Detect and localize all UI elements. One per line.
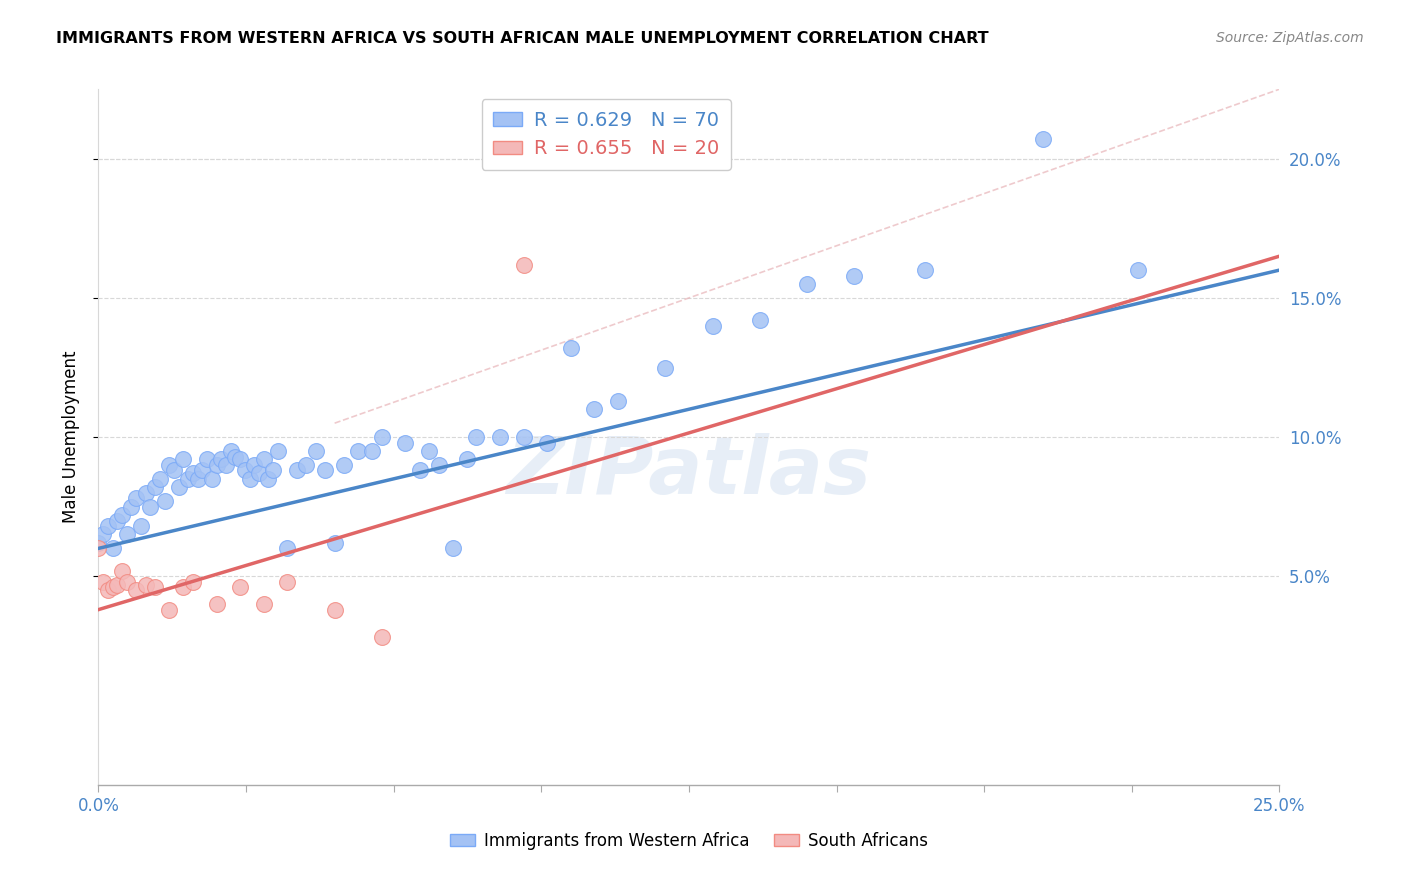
Point bbox=[87, 536, 110, 550]
Point bbox=[1032, 132, 1054, 146]
Point bbox=[143, 480, 166, 494]
Point bbox=[157, 602, 180, 616]
Point bbox=[323, 536, 346, 550]
Point bbox=[115, 527, 138, 541]
Point bbox=[394, 435, 416, 450]
Point bbox=[201, 472, 224, 486]
Point bbox=[512, 430, 534, 444]
Point bbox=[105, 577, 128, 591]
Point bbox=[121, 500, 143, 514]
Point bbox=[181, 467, 204, 481]
Point bbox=[215, 458, 238, 472]
Point bbox=[172, 580, 194, 594]
Point bbox=[149, 472, 172, 486]
Point bbox=[239, 472, 262, 486]
Point bbox=[115, 574, 138, 589]
Legend: Immigrants from Western Africa, South Africans: Immigrants from Western Africa, South Af… bbox=[444, 825, 934, 856]
Point bbox=[371, 430, 394, 444]
Point bbox=[796, 277, 818, 291]
Text: Source: ZipAtlas.com: Source: ZipAtlas.com bbox=[1216, 31, 1364, 45]
Point bbox=[253, 452, 276, 467]
Point bbox=[153, 494, 176, 508]
Point bbox=[844, 268, 866, 283]
Point bbox=[512, 258, 534, 272]
Point bbox=[253, 597, 276, 611]
Point bbox=[1126, 263, 1149, 277]
Point bbox=[143, 580, 166, 594]
Point bbox=[243, 458, 266, 472]
Point bbox=[195, 452, 218, 467]
Point bbox=[97, 519, 120, 533]
Point bbox=[205, 458, 228, 472]
Text: ZIPatlas: ZIPatlas bbox=[506, 433, 872, 511]
Text: IMMIGRANTS FROM WESTERN AFRICA VS SOUTH AFRICAN MALE UNEMPLOYMENT CORRELATION CH: IMMIGRANTS FROM WESTERN AFRICA VS SOUTH … bbox=[56, 31, 988, 46]
Point bbox=[267, 444, 290, 458]
Point bbox=[101, 541, 124, 556]
Point bbox=[97, 583, 120, 598]
Point bbox=[219, 444, 242, 458]
Point bbox=[105, 514, 128, 528]
Point bbox=[654, 360, 676, 375]
Point bbox=[181, 574, 204, 589]
Point bbox=[111, 564, 134, 578]
Point bbox=[333, 458, 356, 472]
Point bbox=[748, 313, 770, 327]
Point bbox=[233, 463, 256, 477]
Point bbox=[91, 574, 114, 589]
Point bbox=[139, 500, 162, 514]
Point bbox=[536, 435, 558, 450]
Point bbox=[285, 463, 308, 477]
Point bbox=[187, 472, 209, 486]
Point bbox=[257, 472, 280, 486]
Point bbox=[111, 508, 134, 522]
Point bbox=[702, 318, 724, 333]
Point bbox=[295, 458, 318, 472]
Point bbox=[583, 402, 606, 417]
Point bbox=[361, 444, 384, 458]
Point bbox=[101, 580, 124, 594]
Point bbox=[276, 574, 298, 589]
Point bbox=[371, 631, 394, 645]
Point bbox=[224, 450, 246, 464]
Point bbox=[177, 472, 200, 486]
Point bbox=[560, 341, 582, 355]
Point bbox=[229, 580, 252, 594]
Point bbox=[347, 444, 370, 458]
Y-axis label: Male Unemployment: Male Unemployment bbox=[62, 351, 80, 524]
Point bbox=[125, 491, 148, 506]
Point bbox=[323, 602, 346, 616]
Point bbox=[172, 452, 194, 467]
Point bbox=[465, 430, 488, 444]
Point bbox=[305, 444, 328, 458]
Point bbox=[456, 452, 478, 467]
Point bbox=[607, 393, 630, 408]
Point bbox=[314, 463, 336, 477]
Point bbox=[91, 527, 114, 541]
Point bbox=[191, 463, 214, 477]
Point bbox=[135, 577, 157, 591]
Point bbox=[229, 452, 252, 467]
Point bbox=[418, 444, 440, 458]
Point bbox=[276, 541, 298, 556]
Point bbox=[427, 458, 450, 472]
Point bbox=[408, 463, 430, 477]
Point bbox=[125, 583, 148, 598]
Point bbox=[914, 263, 936, 277]
Point bbox=[262, 463, 284, 477]
Point bbox=[489, 430, 512, 444]
Point bbox=[441, 541, 464, 556]
Point bbox=[157, 458, 180, 472]
Point bbox=[205, 597, 228, 611]
Point bbox=[135, 485, 157, 500]
Point bbox=[209, 452, 232, 467]
Point bbox=[129, 519, 152, 533]
Point bbox=[87, 541, 110, 556]
Point bbox=[247, 467, 270, 481]
Point bbox=[163, 463, 186, 477]
Point bbox=[167, 480, 190, 494]
